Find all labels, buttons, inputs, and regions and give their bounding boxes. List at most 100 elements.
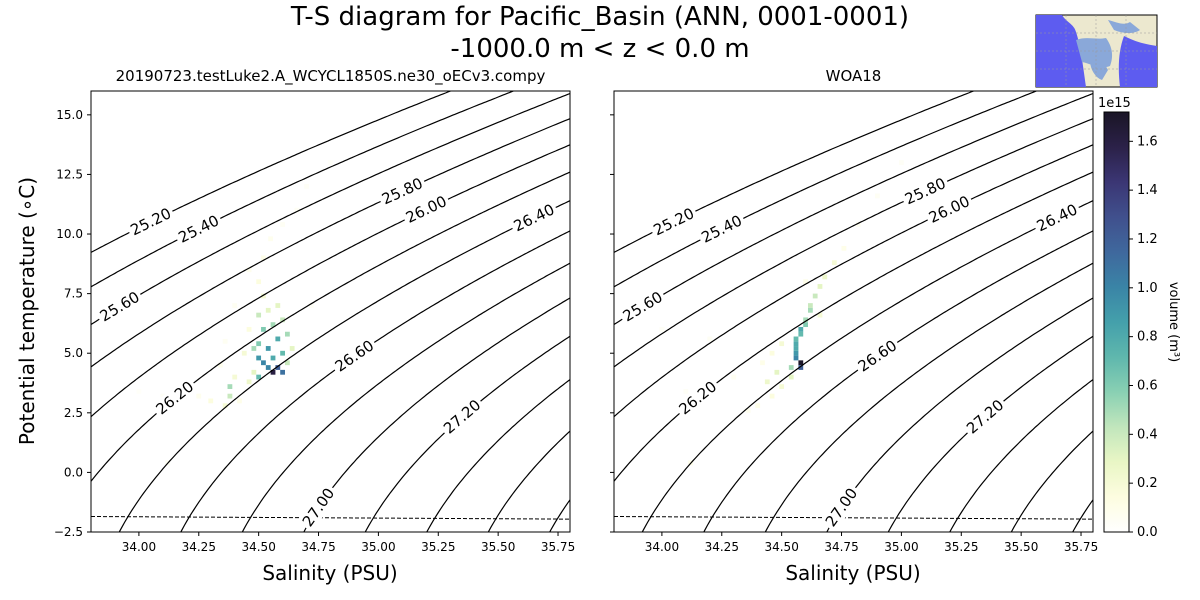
plot-frame xyxy=(90,90,571,533)
y-tick-label: 12.5 xyxy=(56,167,83,181)
heatmap-cell xyxy=(803,279,808,285)
heatmap-cell xyxy=(769,393,775,399)
heatmap-cell xyxy=(760,360,765,366)
x-tick-label: 35.75 xyxy=(1064,540,1098,554)
heatmap-cell xyxy=(899,160,904,165)
y-tick-label: 0.0 xyxy=(64,465,83,479)
heatmap-cell xyxy=(275,365,281,370)
left-x-axis-label: Salinity (PSU) xyxy=(262,561,397,585)
contour-label: 26.40 xyxy=(511,200,558,235)
contour-label-bg xyxy=(297,482,340,532)
heatmap-cell xyxy=(284,331,290,337)
heatmap-cell xyxy=(261,326,266,332)
heatmap-cell xyxy=(280,317,285,323)
contour-label-bg xyxy=(438,394,487,440)
density-contour xyxy=(1072,499,1093,532)
heatmap-cell xyxy=(875,193,880,199)
density-contour xyxy=(118,200,570,532)
heatmap-cell xyxy=(659,326,665,332)
contour-label-bg xyxy=(508,199,560,237)
contour-label-bg xyxy=(150,375,200,421)
heatmap-cell xyxy=(265,346,271,351)
heatmap-cell xyxy=(256,374,262,380)
heatmap-cell xyxy=(294,207,300,213)
figure-title: T-S diagram for Pacific_Basin (ANN, 0001… xyxy=(290,2,910,32)
freezing-line xyxy=(91,516,570,520)
heatmap-cell xyxy=(793,350,799,356)
contour-label-bg xyxy=(648,203,700,241)
density-contour xyxy=(549,499,570,532)
heatmap-cell xyxy=(246,379,252,385)
heatmap-cell xyxy=(246,326,252,332)
heatmap-cell xyxy=(261,255,266,261)
colorbar-tick-label: 0.8 xyxy=(1137,330,1158,345)
x-tick-label: 34.50 xyxy=(764,540,798,554)
contour-label-bg xyxy=(173,210,225,248)
contour-label: 27.00 xyxy=(822,485,862,530)
heatmap-cell xyxy=(304,183,309,189)
heatmap-cell xyxy=(136,388,142,394)
contour-label-bg xyxy=(696,210,748,248)
heatmap-cell xyxy=(774,369,780,375)
heatmap-cell xyxy=(246,267,252,273)
heatmap-cell xyxy=(227,393,233,399)
colorbar-tick-label: 0.0 xyxy=(1137,525,1158,540)
contour-label: 26.20 xyxy=(675,377,720,418)
heatmap-cell xyxy=(779,384,785,389)
contour-label: 27.20 xyxy=(440,396,484,438)
heatmap-cell xyxy=(270,322,276,328)
colorbar-tick-label: 0.2 xyxy=(1137,476,1158,491)
density-contour xyxy=(826,297,1093,532)
heatmap-cell xyxy=(275,336,281,342)
heatmap-cell xyxy=(256,355,262,361)
freezing-line xyxy=(614,516,1093,520)
contour-label-bg xyxy=(1031,199,1083,237)
y-tick-label: 10.0 xyxy=(56,227,83,241)
x-tick-label: 34.00 xyxy=(645,540,679,554)
contour-label: 25.40 xyxy=(176,211,222,246)
density-contour xyxy=(1010,430,1093,532)
heatmap-cell xyxy=(222,403,228,409)
heatmap-cell xyxy=(769,350,775,356)
heatmap-cell xyxy=(798,360,804,366)
x-tick-label: 34.75 xyxy=(824,540,858,554)
heatmap-cell xyxy=(798,365,804,370)
contour-label-bg xyxy=(329,334,380,378)
colorbar-tick-label: 1.4 xyxy=(1137,183,1158,198)
heatmap-cell xyxy=(268,236,274,242)
heatmap-cell xyxy=(764,379,770,385)
contour-label-bg xyxy=(820,482,863,532)
density-contour xyxy=(91,144,570,418)
x-tick-label: 35.75 xyxy=(541,540,575,554)
heatmap-cell xyxy=(227,384,233,389)
contour-label-bg xyxy=(852,334,903,378)
density-contour xyxy=(614,144,1093,418)
heatmap-cell xyxy=(803,322,808,328)
heatmap-cell xyxy=(232,303,238,308)
density-contour xyxy=(241,262,570,532)
colorbar: 1e15 volume (m³) 0.0 0.2 0.4 0.6 0.8 1.0 1.2 1.… xyxy=(1098,96,1181,540)
contour-label-bg xyxy=(961,394,1010,440)
heatmap-cell xyxy=(793,346,799,351)
heatmap-cell xyxy=(275,303,281,308)
contour-label: 26.60 xyxy=(855,336,901,375)
contour-label-bg xyxy=(376,173,428,210)
density-contour xyxy=(641,200,1093,532)
density-contour xyxy=(887,335,1093,532)
contour-label: 25.20 xyxy=(651,204,697,239)
colorbar-label: volume (m³) xyxy=(1166,282,1181,362)
heatmap-cell xyxy=(237,398,242,404)
x-tick-label: 34.00 xyxy=(122,540,156,554)
contour-label: 27.20 xyxy=(963,396,1007,438)
colorbar-tick-label: 1.0 xyxy=(1137,281,1158,296)
heatmap-cell xyxy=(208,398,214,404)
heatmap-cell xyxy=(855,222,861,227)
heatmap-cell xyxy=(217,362,223,368)
density-contour xyxy=(487,430,570,532)
density-contour xyxy=(614,92,1093,326)
heatmap-cell xyxy=(817,284,823,289)
contour-label: 25.60 xyxy=(620,288,666,326)
contour-label-bg xyxy=(617,286,668,327)
density-contour xyxy=(303,297,570,532)
